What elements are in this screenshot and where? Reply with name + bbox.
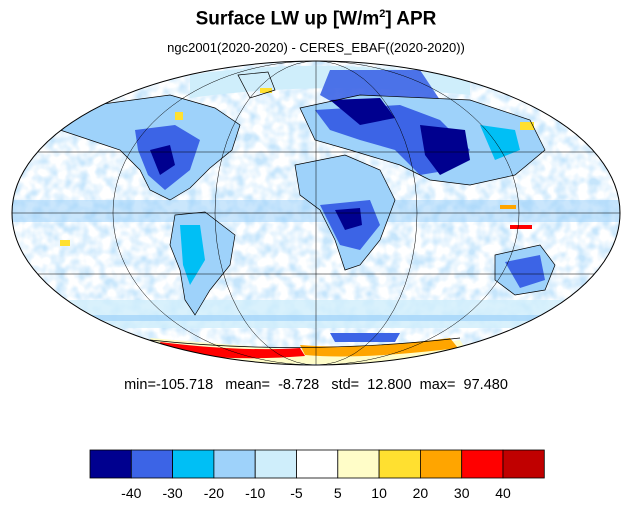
colorbar-tick-label: 30 xyxy=(454,485,470,501)
stat-mean-label: mean= xyxy=(225,377,271,393)
colorbar-box-6 xyxy=(337,449,380,479)
world-difference-map xyxy=(11,60,621,366)
colorbar-box-9 xyxy=(461,449,504,479)
plot-title-suffix: ] APR xyxy=(385,8,437,30)
stat-std-value: 12.800 xyxy=(367,377,412,393)
colorbar-tick-label: -30 xyxy=(162,485,182,501)
colorbar-box-8 xyxy=(419,449,463,479)
colorbar-tick-label: 10 xyxy=(371,485,387,501)
coastlines xyxy=(59,71,556,348)
colorbar-box-5 xyxy=(296,449,339,479)
stat-min-label: min= xyxy=(124,377,156,393)
colorbar-tick-label: -5 xyxy=(290,485,303,501)
map-outline xyxy=(11,60,621,366)
colorbar-box-4 xyxy=(254,449,297,479)
map-graticule xyxy=(12,61,620,365)
stat-std-label: std= xyxy=(331,377,360,393)
colorbar-tick-label: 20 xyxy=(413,485,429,501)
colorbar-tick-label: -10 xyxy=(245,485,265,501)
colorbar-box-2 xyxy=(172,449,215,479)
stat-max-value: 97.480 xyxy=(463,377,508,393)
plot-title-superscript: 2 xyxy=(379,8,386,20)
colorbar-box-7 xyxy=(378,449,421,479)
plot-subtitle: ngc2001(2020-2020) - CERES_EBAF((2020-20… xyxy=(167,40,465,55)
colorbar-box-0 xyxy=(89,449,132,479)
stat-max-label: max= xyxy=(419,377,456,393)
colorbar-box-10 xyxy=(502,449,545,479)
colorbar-box-3 xyxy=(213,449,256,479)
plot-title: Surface LW up [W/m2] APR xyxy=(0,8,632,30)
colorbar-tick-label: -40 xyxy=(121,485,141,501)
colorbar-box-1 xyxy=(130,449,174,479)
colorbar-tick-label: 5 xyxy=(334,485,342,501)
colorbar-tick-label: -20 xyxy=(204,485,224,501)
colorbar-tick-label: 40 xyxy=(495,485,511,501)
stat-min-value: -105.718 xyxy=(155,377,214,393)
stats-line: min=-105.718 mean= -8.728 std= 12.800 ma… xyxy=(0,377,632,393)
stat-mean-value: -8.728 xyxy=(278,377,320,393)
plot-title-main: Surface LW up [W/m xyxy=(195,8,380,30)
